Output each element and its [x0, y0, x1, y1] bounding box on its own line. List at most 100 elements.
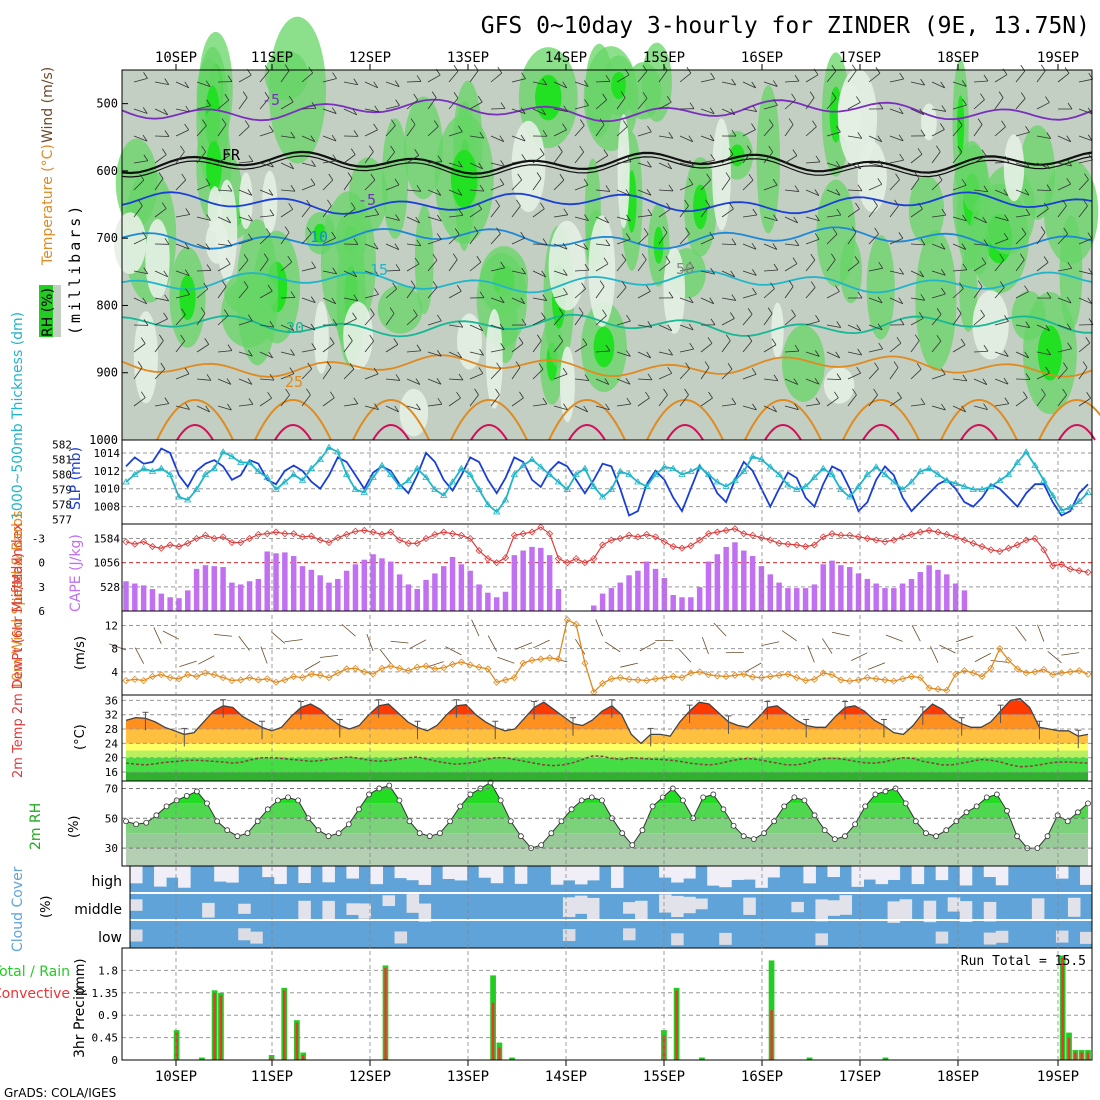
- wind-barb: [973, 286, 983, 299]
- wind-barb-flag: [350, 148, 356, 155]
- th-ytick-left: 580: [52, 469, 72, 482]
- wind-barb-flag: [185, 105, 191, 113]
- cape-bar: [414, 589, 420, 611]
- rh-point: [356, 806, 362, 813]
- wind-barb-flag: [242, 91, 248, 98]
- wind-barb-flag: [1083, 199, 1088, 207]
- wind-barb-flag: [500, 160, 505, 167]
- rh-point: [882, 788, 889, 795]
- th-point: [916, 467, 925, 474]
- wind-barb-flag: [667, 162, 673, 170]
- wind-barb: [448, 234, 460, 245]
- wind-barb: [217, 124, 227, 137]
- li-point: [166, 541, 174, 549]
- wind-barb-flag: [289, 324, 295, 331]
- wind-barb: [553, 340, 564, 353]
- rh-point: [153, 812, 160, 819]
- cloud-cell-middle: [238, 903, 251, 914]
- rh-patch-moist: [611, 72, 627, 100]
- wind-barb: [847, 162, 861, 170]
- wind-barb: [385, 288, 397, 299]
- wind-barb-flag: [581, 282, 586, 290]
- th-point: [766, 463, 774, 470]
- wind-barb: [322, 160, 337, 164]
- wind-speed-point: [1005, 656, 1013, 664]
- th-point: [643, 482, 651, 489]
- contour-label: -5: [358, 191, 376, 209]
- cape-bar: [396, 574, 403, 611]
- th-point: [254, 467, 263, 474]
- li-point: [687, 542, 695, 550]
- cape-ytick-left: 0: [38, 557, 45, 570]
- wind-barb: [679, 135, 693, 143]
- wind-barb: [889, 108, 904, 115]
- li-point: [872, 536, 880, 544]
- cloud-grid: [130, 892, 1092, 921]
- wind-barb-flag: [962, 374, 968, 382]
- wind-barb-flag: [310, 323, 316, 331]
- ua-ylabel-temp: Temperature (°C): [40, 144, 56, 266]
- wind-barb: [700, 108, 715, 115]
- wind-barb-flag: [394, 243, 400, 250]
- wind-barb: [1057, 233, 1068, 245]
- cloud-cell-middle: [574, 895, 588, 914]
- wind-barb: [301, 107, 317, 110]
- wind-barb-flag: [307, 362, 313, 370]
- wind-barb: [238, 351, 253, 357]
- wind-barb: [763, 288, 775, 299]
- wind-barb-flag: [836, 321, 842, 328]
- cloud-cell-high: [659, 866, 672, 878]
- wind-barb-flag: [935, 145, 941, 152]
- li-point: [722, 526, 730, 535]
- wind-barb-flag: [243, 281, 249, 288]
- wind-barb: [427, 126, 439, 137]
- rh-point: [801, 797, 808, 804]
- wind-barb: [679, 233, 690, 245]
- hot-arc: [960, 424, 998, 441]
- wind-speed-point: [307, 670, 315, 678]
- wind-barb: [763, 216, 778, 222]
- wind-barb: [133, 297, 147, 305]
- wind-barb-flag: [773, 263, 779, 271]
- wind-barb: [280, 261, 293, 272]
- wind-barb: [448, 290, 462, 299]
- cape-bar: [855, 573, 862, 611]
- rh-point: [750, 836, 757, 843]
- wind-barb: [175, 151, 185, 164]
- cape-bar: [211, 566, 217, 611]
- li-point: [510, 531, 518, 539]
- wind-barb-flag: [1062, 388, 1067, 396]
- cloud-cell-high: [178, 866, 191, 888]
- li-point: [448, 530, 457, 538]
- rh-patch-moist: [179, 274, 196, 321]
- date-label-top: 13SEP: [447, 50, 489, 66]
- wind-barb-flag: [139, 173, 145, 181]
- wind-barb: [973, 378, 987, 385]
- wind-barb-flag: [541, 108, 547, 116]
- li-point: [537, 523, 545, 531]
- th-point: [369, 473, 377, 480]
- rh-patch-dry: [239, 172, 253, 229]
- precip-panel: 00.450.91.351.8 Run Total = 15.5 Total /…: [0, 947, 1093, 1067]
- wind-barb: [1057, 205, 1067, 218]
- precip-convective-bar: [175, 1032, 178, 1060]
- rh-point: [781, 803, 788, 810]
- wind-barb: [826, 98, 837, 110]
- wind-barb-flag: [812, 120, 817, 127]
- wind-barb: [910, 208, 923, 218]
- th-point: [1031, 461, 1039, 468]
- wind-barb: [952, 104, 967, 110]
- rh-point: [943, 827, 950, 834]
- wind-barb: [574, 81, 589, 87]
- wind-speed-point: [828, 671, 836, 679]
- cloud-cell-high: [574, 866, 588, 885]
- th-point: [625, 470, 633, 477]
- wind-barb: [868, 233, 879, 245]
- wind-barb: [175, 270, 190, 276]
- wind-speed-point: [413, 663, 421, 671]
- wind10m-barb: [885, 634, 903, 642]
- wind-barb: [280, 70, 290, 83]
- wind-speed-point: [237, 676, 245, 684]
- cape-bar: [149, 589, 156, 611]
- wind-barb-flag: [369, 145, 374, 153]
